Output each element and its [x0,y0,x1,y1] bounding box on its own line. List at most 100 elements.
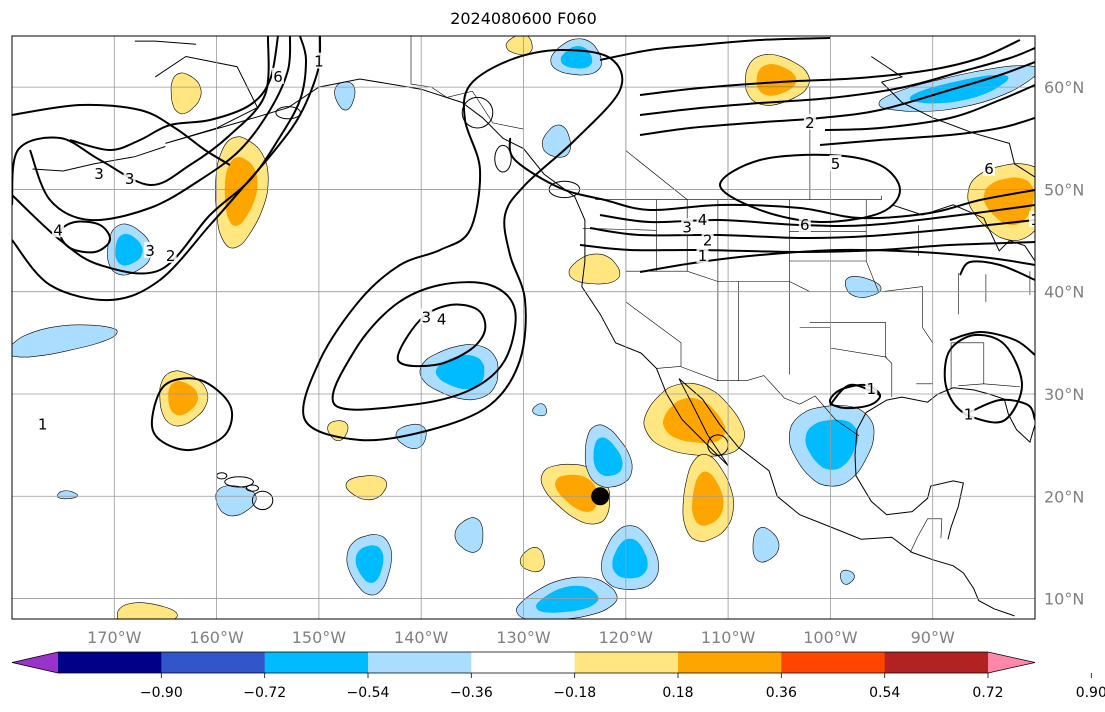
border-line [625,271,682,367]
border-line [410,36,524,130]
border-line [909,518,943,553]
anomaly-region [454,517,484,553]
longitude-tick-label: 150°W [292,628,347,647]
border-line [625,87,688,200]
colorbar-segment [264,652,369,673]
contour-label-bg [983,160,995,176]
colorbar-extend-high [988,652,1035,673]
contour-label: 1 [867,380,877,398]
anomaly-region [844,276,882,298]
contour-label: 2 [805,114,815,132]
colorbar-segment [678,652,782,673]
anomaly-region [215,485,257,517]
latitude-tick-label: 50°N [1044,180,1084,199]
contour-label: 2 [166,247,176,265]
colorbar [11,651,1036,674]
contour-line-closed [58,220,112,254]
anomaly-region [395,423,427,449]
contour-line [12,36,270,206]
longitude-tick-label: 110°W [701,628,756,647]
contour-line [69,36,279,152]
contour-line [969,398,1035,421]
contour-label: 1 [698,247,708,265]
island [251,490,274,511]
contour-line-closed [943,333,1024,424]
contour-label-bg [93,165,105,182]
longitude-tick-label: 90°W [911,628,955,647]
contour-line [508,137,1035,220]
border-line [950,342,984,389]
map-frame [11,35,1036,620]
island [461,96,494,129]
contour-label-bg [435,310,448,327]
contour-line [12,36,308,275]
colorbar-extend-low [12,652,58,673]
contour-label: 1 [314,53,324,71]
latitude-tick-label: 40°N [1044,283,1084,302]
anomaly-region [345,475,387,501]
island [224,476,254,488]
latitude-tick-label: 10°N [1044,590,1084,609]
colorbar-tick-label: −0.18 [553,685,596,701]
longitude-tick-label: 100°W [803,628,858,647]
anomaly-core [355,545,384,583]
latitude-tick-label: 30°N [1044,385,1084,404]
contour-label: 6 [800,216,810,234]
colorbar-segment [161,652,266,673]
contour-line [959,260,1035,281]
border-line [656,366,860,437]
contour-label-bg [123,170,136,187]
contour-line [639,61,1035,136]
contour-label-bg [696,246,709,263]
contour-line-closed [828,383,882,410]
contour-label: 1 [38,416,48,434]
contour-line [29,36,292,222]
longitude-tick-labels: 170°W 160°W 150°W 140°W 130°W 120°W 110°W 100°W… [87,628,955,647]
map-title: 2024080600 F060 [450,9,597,28]
latitude-tick-label: 20°N [1044,487,1084,506]
colorbar-segment [471,652,576,673]
contour-label-bg [803,113,816,130]
contour-line [589,219,1035,240]
contour-label: 4 [437,310,447,328]
anomaly-region [12,324,118,358]
coastline [871,56,904,83]
contour-label: 3 [422,308,432,326]
contour-label: 3 [682,218,692,236]
coastline [32,146,166,172]
anomaly-region [56,490,78,500]
gridlines [12,36,1035,619]
colorbar-segment [58,652,162,673]
contour-label-bg [420,308,433,325]
contour-label-bg [696,211,709,228]
border-line [885,322,893,398]
anomaly-core [593,437,623,477]
contour-label: 4 [53,221,63,239]
contour-label-bg [312,52,325,69]
contour-label-bg [164,246,177,263]
contour-line [639,39,1021,96]
contour-label: 6 [984,160,994,178]
anomaly-region [170,72,202,115]
contour-label-bg [1029,211,1035,228]
anomaly-core [536,585,599,613]
latitude-tick-label: 60°N [1044,78,1084,97]
contour-line [12,36,322,302]
anomaly-core [909,74,1009,104]
anomaly-region [519,547,545,573]
anomaly-core [224,156,258,226]
island [245,484,259,492]
anomaly-core [692,471,724,526]
longitude-tick-label: 170°W [87,628,142,647]
anomaly-core [115,233,143,266]
colorbar-tick-label: −0.54 [347,685,390,701]
contour-line [639,47,1035,116]
anomaly-core [756,63,797,96]
anomaly-region [568,253,621,285]
colorbar-tick-label: −0.72 [243,685,286,701]
contour-line [949,330,1035,356]
contour-label: 6 [273,68,283,86]
